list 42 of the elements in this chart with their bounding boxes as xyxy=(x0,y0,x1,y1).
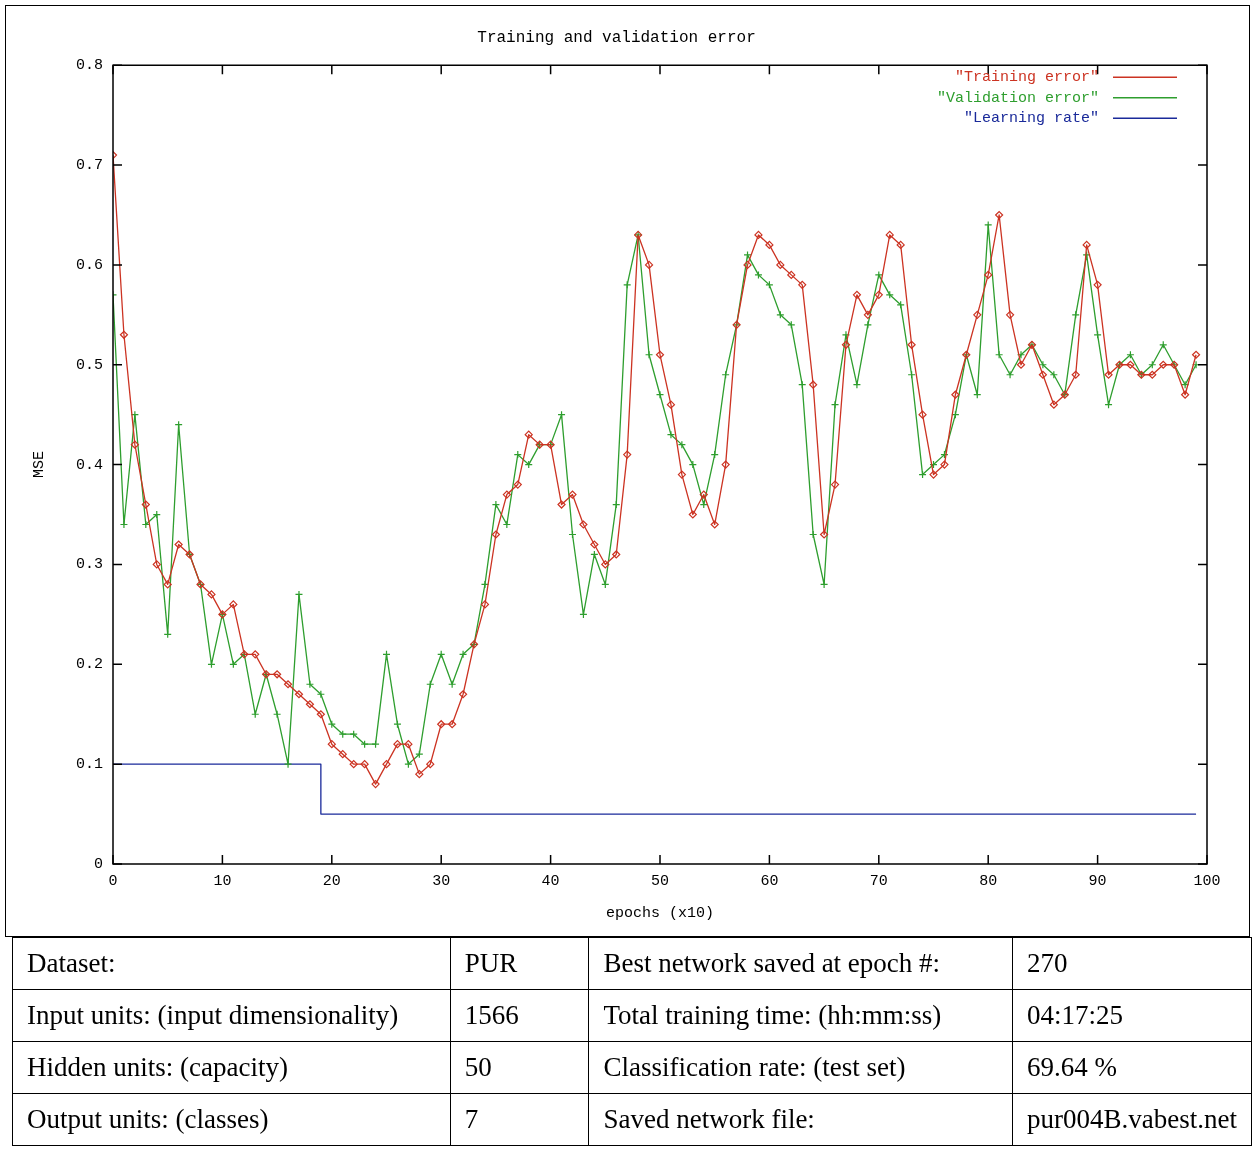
text: Hidden units: (capacity) xyxy=(12,1041,451,1094)
y-tick-label: 0.8 xyxy=(75,57,103,75)
text: Classification rate: (test set) xyxy=(588,1041,1013,1094)
x-tick-label: 10 xyxy=(213,872,232,890)
y-tick-label: 0 xyxy=(93,855,103,873)
x-tick-label: 40 xyxy=(541,872,560,890)
text: 50 xyxy=(450,1041,589,1094)
x-tick-label: 100 xyxy=(1193,872,1221,890)
text: 7 xyxy=(450,1093,589,1146)
legend-label: "Learning rate" xyxy=(963,110,1099,128)
text: 69.64 % xyxy=(1012,1041,1252,1094)
text: 270 xyxy=(1012,937,1252,990)
x-tick-label: 90 xyxy=(1088,872,1107,890)
y-tick-label: 0.6 xyxy=(75,256,103,274)
legend-label: "Validation error" xyxy=(936,89,1099,107)
x-axis-title: epochs (x10) xyxy=(605,904,715,922)
y-axis-title: MSE xyxy=(30,451,48,479)
x-tick-label: 20 xyxy=(322,872,341,890)
x-tick-label: 50 xyxy=(650,872,670,890)
text: Best network saved at epoch #: xyxy=(588,937,1013,990)
text: PUR xyxy=(450,937,589,990)
text: "Training error" xyxy=(954,69,1099,87)
y-tick-label: 0.3 xyxy=(75,556,103,574)
text: Input units: (input dimensionality) xyxy=(12,989,451,1042)
y-tick-label: 0.7 xyxy=(75,157,103,175)
text: 1566 xyxy=(450,989,589,1042)
text: Total training time: (hh:mm:ss) xyxy=(588,989,1013,1042)
text: Saved network file: xyxy=(588,1093,1013,1146)
text: Dataset: xyxy=(12,937,451,990)
x-tick-label: 60 xyxy=(760,872,779,890)
text: Output units: (classes) xyxy=(12,1093,451,1146)
y-tick-label: 0.4 xyxy=(75,456,103,474)
chart-title: Training and validation error xyxy=(477,28,756,47)
x-tick-label: 70 xyxy=(869,872,888,890)
y-tick-label: 0.2 xyxy=(75,656,103,674)
text: 04:17:25 xyxy=(1012,989,1252,1042)
x-tick-label: 30 xyxy=(432,872,451,890)
y-tick-label: 0.5 xyxy=(75,356,103,374)
x-tick-label: 80 xyxy=(979,872,998,890)
text: pur004B.vabest.net xyxy=(1012,1093,1252,1146)
x-tick-label: 0 xyxy=(108,872,118,890)
y-tick-label: 0.1 xyxy=(75,756,103,774)
